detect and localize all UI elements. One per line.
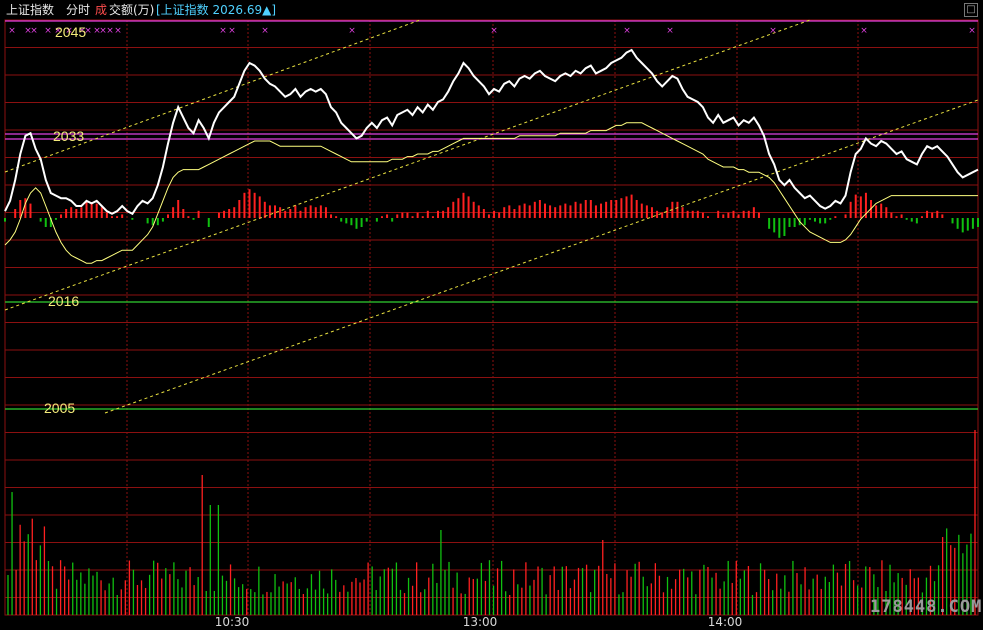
level-label-2016: 2016	[48, 293, 79, 309]
signal-marker: ×	[114, 26, 122, 36]
signal-marker: ×	[968, 26, 976, 36]
index-badge[interactable]: [上证指数 2026.69▲]	[156, 3, 277, 17]
signal-marker: ×	[769, 26, 777, 36]
trend-line-middle	[4, 19, 811, 311]
x-tick-1400: 14:00	[708, 615, 743, 629]
trend-line-upper	[4, 19, 421, 173]
index-name[interactable]: 上证指数	[6, 3, 55, 17]
signal-markers: × ×× × × × ×× ×× × × × × × × × × × × × ×	[8, 26, 976, 36]
signal-marker: ×	[666, 26, 674, 36]
trend-line-lower	[104, 99, 979, 414]
signal-marker: ×	[44, 26, 52, 36]
signal-marker: ×	[78, 26, 86, 36]
chart-header: 上证指数 分时 成 交额(万) [上证指数 2026.69▲] □	[0, 0, 983, 20]
indicator-label-red[interactable]: 成	[95, 3, 108, 17]
signal-marker: ×	[228, 26, 236, 36]
price-line	[4, 48, 979, 216]
window-restore-button[interactable]: □	[964, 3, 978, 17]
level-label-2045: 2045	[55, 24, 86, 40]
x-tick-1030: 10:30	[215, 615, 250, 629]
signal-marker: ×	[623, 26, 631, 36]
level-label-2005: 2005	[44, 400, 75, 416]
signal-marker: ×	[24, 26, 32, 36]
signal-marker: ×	[54, 26, 62, 36]
chart-grid	[4, 19, 979, 616]
watermark-text: 178448.COM	[870, 597, 982, 617]
signal-marker: ×	[490, 26, 498, 36]
indicator-label[interactable]: 交额(万)	[109, 3, 155, 17]
signal-marker: ×	[106, 26, 114, 36]
signal-marker: ×	[8, 26, 16, 36]
level-label-2033: 2033	[53, 128, 84, 144]
level-lines	[5, 20, 978, 410]
signal-marker: ×	[30, 26, 38, 36]
signal-marker: ×	[99, 26, 107, 36]
signal-marker: ×	[219, 26, 227, 36]
difference-bars	[4, 189, 979, 238]
signal-marker: ×	[261, 26, 269, 36]
signal-marker: ×	[84, 26, 92, 36]
signal-marker: ×	[93, 26, 101, 36]
volume-bars	[7, 430, 976, 615]
signal-marker: ×	[348, 26, 356, 36]
trend-channel	[4, 19, 979, 414]
chart-frame	[4, 19, 979, 616]
mode-label[interactable]: 分时	[66, 3, 91, 17]
signal-marker: ×	[860, 26, 868, 36]
signal-marker: ×	[65, 26, 73, 36]
average-price-line	[4, 122, 978, 264]
x-tick-1300: 13:00	[463, 615, 498, 629]
